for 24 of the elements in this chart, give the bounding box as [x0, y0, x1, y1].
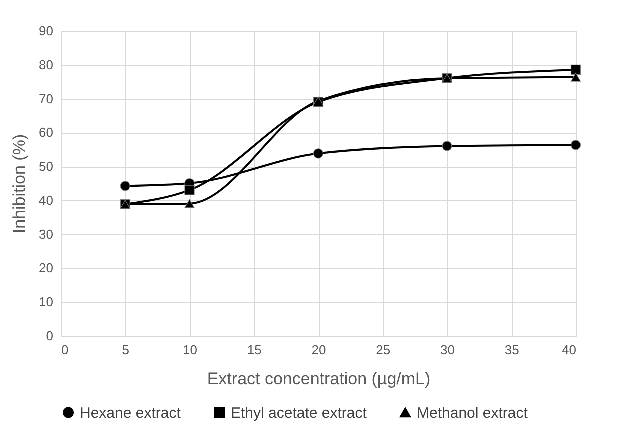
x-tick-label: 10: [183, 342, 198, 358]
y-tick-label: 30: [39, 226, 54, 242]
y-tick-label: 10: [39, 294, 54, 310]
y-tick-label: 20: [39, 260, 54, 276]
y-tick-label: 70: [39, 91, 54, 106]
y-axis-title: Inhibition (%): [10, 134, 30, 234]
legend-label: Ethyl acetate extract: [231, 404, 368, 422]
x-tick-label: 30: [440, 342, 455, 358]
x-tick-label: 15: [247, 342, 262, 358]
x-tick-label: 5: [122, 342, 130, 358]
x-tick-label: 20: [312, 342, 326, 358]
y-tick-label: 80: [39, 57, 54, 72]
y-tick-label: 40: [39, 192, 54, 208]
legend-label: Methanol extract: [417, 404, 529, 422]
y-tick-label: 0: [46, 328, 54, 344]
legend-label: Hexane extract: [80, 404, 182, 422]
y-tick-label: 90: [39, 24, 54, 38]
y-tick-label: 60: [39, 125, 54, 140]
y-tick-label: 50: [39, 159, 54, 174]
x-tick-label: 25: [376, 342, 391, 358]
x-tick-label: 40: [562, 342, 576, 358]
x-axis-title: Extract concentration (µg/mL): [207, 370, 431, 388]
x-tick-label: 35: [504, 342, 520, 358]
x-tick-label: 0: [62, 342, 69, 358]
